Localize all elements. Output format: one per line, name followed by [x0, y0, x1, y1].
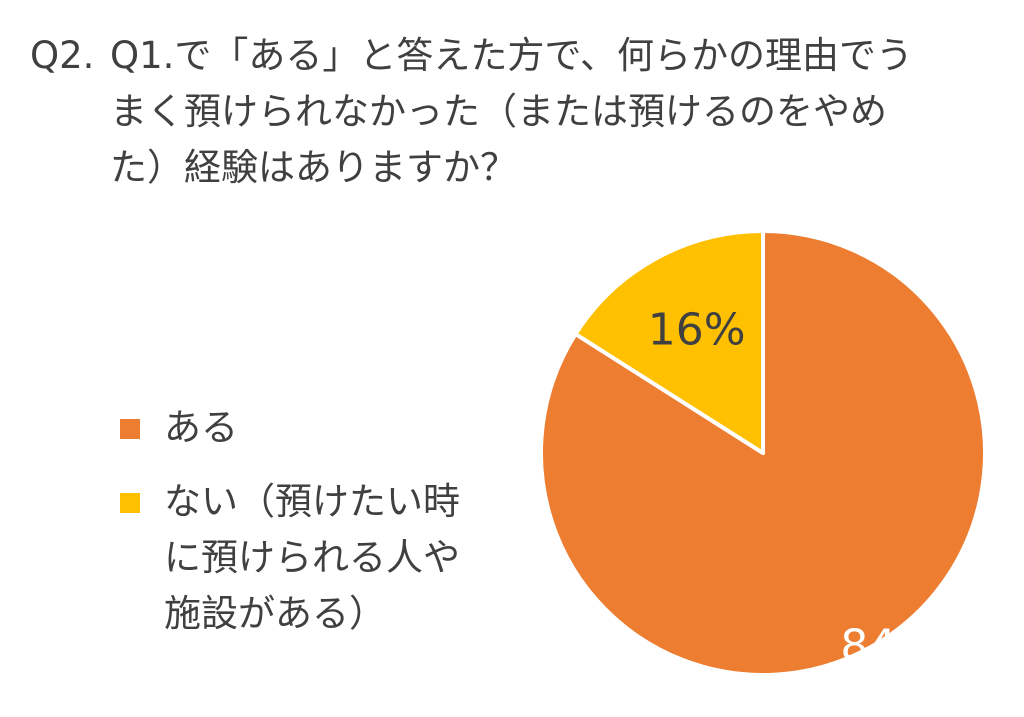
pie-slice-aru [539, 229, 987, 677]
pie-label-aru: 84% [840, 621, 938, 672]
title-line-3: た）経験はありますか？ [110, 146, 517, 189]
legend-item-nai: ない（預けたい時 に預けられる人や 施設がある） [120, 474, 540, 642]
title-line-1: Q2. Q1.で「ある」と答えた方で、何らかの理由でう [30, 28, 1010, 84]
legend-swatch-nai [120, 493, 140, 513]
pie-label-nai: 16% [648, 304, 746, 355]
pie-slice-nai [573, 229, 765, 455]
legend-label-aru: ある [164, 406, 238, 449]
title-line-1-text: Q1.で「ある」と答えた方で、何らかの理由でう [110, 34, 913, 77]
chart-title: Q2. Q1.で「ある」と答えた方で、何らかの理由でう まく預けられなかった（また… [30, 28, 1010, 196]
title-line-2: まく預けられなかった（または預けるのをやめ [110, 90, 887, 133]
legend-label-nai: ない（預けたい時 に預けられる人や 施設がある） [164, 480, 460, 635]
legend-swatch-aru [120, 419, 140, 439]
legend-item-aru: ある [120, 400, 540, 456]
legend: ある ない（預けたい時 に預けられる人や 施設がある） [120, 400, 540, 642]
pie-chart: 84% 16% [539, 229, 987, 677]
question-number: Q2. [30, 34, 95, 77]
